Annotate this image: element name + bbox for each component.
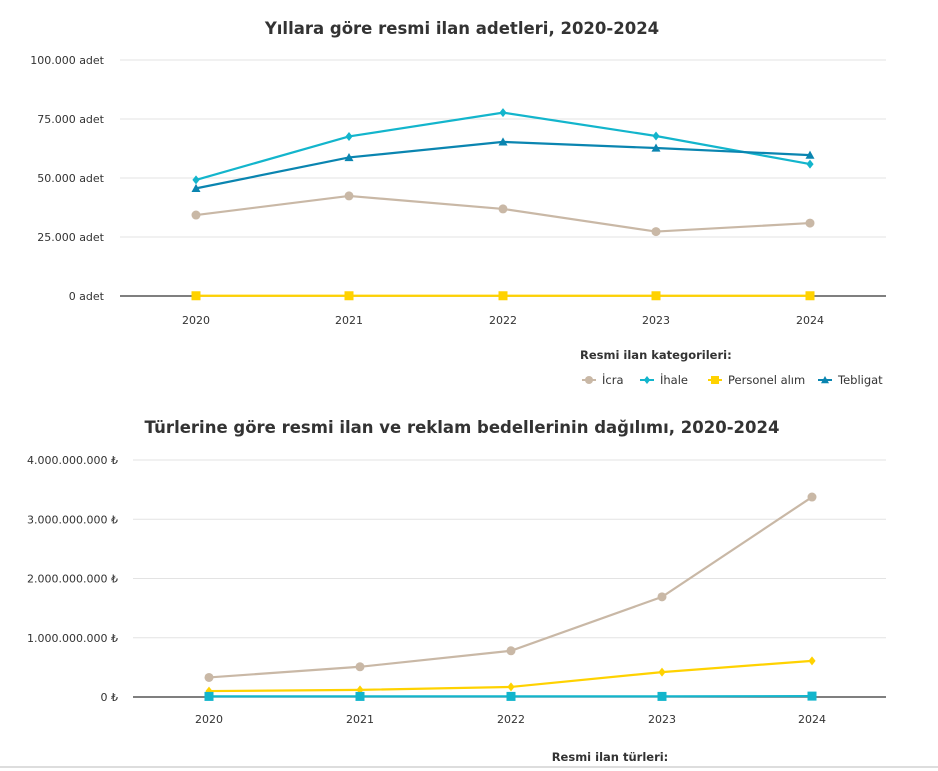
data-point xyxy=(498,204,508,214)
data-point xyxy=(805,291,815,301)
data-point xyxy=(345,131,353,141)
chart1-title: Yıllara göre resmi ilan adetleri, 2020-2… xyxy=(264,19,659,38)
y-tick-label: 100.000 adet xyxy=(30,54,104,67)
data-point xyxy=(344,191,354,201)
data-point xyxy=(652,131,660,141)
data-point xyxy=(506,691,516,701)
data-point xyxy=(192,175,200,185)
y-tick-label: 2.000.000.000 ₺ xyxy=(27,573,118,586)
data-point xyxy=(651,291,661,301)
data-point xyxy=(805,150,815,159)
data-point xyxy=(191,183,201,192)
legend-item-label: İcra xyxy=(602,372,624,387)
legend-marker xyxy=(821,376,829,384)
legend-marker xyxy=(643,376,651,384)
y-tick-label: 3.000.000.000 ₺ xyxy=(27,513,118,526)
legend-marker xyxy=(711,376,719,384)
x-tick-label: 2023 xyxy=(648,713,676,726)
y-tick-label: 0 ₺ xyxy=(101,691,119,704)
y-tick-label: 25.000 adet xyxy=(37,231,104,244)
x-tick-label: 2020 xyxy=(195,713,223,726)
series-line-3 xyxy=(195,140,811,190)
data-point xyxy=(204,691,214,701)
y-tick-label: 50.000 adet xyxy=(37,172,104,185)
data-point xyxy=(344,152,354,162)
y-tick-label: 75.000 adet xyxy=(37,113,104,126)
x-tick-label: 2021 xyxy=(346,713,374,726)
data-point xyxy=(805,218,815,228)
data-point xyxy=(498,137,508,146)
legend-item-label: Personel alım xyxy=(728,373,805,387)
data-point xyxy=(808,656,816,666)
data-point xyxy=(499,108,507,118)
data-point xyxy=(355,691,365,701)
x-tick-label: 2022 xyxy=(497,713,525,726)
data-point xyxy=(498,291,508,301)
x-tick-label: 2021 xyxy=(335,314,363,327)
data-point xyxy=(204,672,214,682)
x-tick-label: 2023 xyxy=(642,314,670,327)
data-point xyxy=(506,646,516,656)
data-point xyxy=(651,227,661,237)
y-tick-label: 1.000.000.000 ₺ xyxy=(27,632,118,645)
x-tick-label: 2024 xyxy=(796,314,824,327)
data-point xyxy=(651,143,661,152)
chart1-legend-title: Resmi ilan kategorileri: xyxy=(580,348,732,362)
legend-item-label: İhale xyxy=(660,372,688,387)
x-tick-label: 2022 xyxy=(489,314,517,327)
data-point xyxy=(658,667,666,677)
data-point xyxy=(344,291,354,301)
x-tick-label: 2020 xyxy=(182,314,210,327)
data-point xyxy=(191,291,201,301)
chart2-legend-title: Resmi ilan türleri: xyxy=(552,750,669,764)
data-point xyxy=(806,159,814,169)
legend-item-label: Tebligat xyxy=(837,373,883,387)
y-tick-label: 0 adet xyxy=(69,290,105,303)
data-point xyxy=(657,691,667,701)
y-tick-label: 4.000.000.000 ₺ xyxy=(27,454,118,467)
data-point xyxy=(191,210,201,220)
data-point xyxy=(657,592,667,602)
data-point xyxy=(507,682,515,692)
data-point xyxy=(807,492,817,502)
data-point xyxy=(807,691,817,701)
series-line-0 xyxy=(195,194,811,233)
data-point xyxy=(355,662,365,672)
x-tick-label: 2024 xyxy=(798,713,826,726)
divider xyxy=(0,766,938,768)
legend-marker xyxy=(585,376,593,384)
chart2-title: Türlerine göre resmi ilan ve reklam bede… xyxy=(145,418,780,437)
